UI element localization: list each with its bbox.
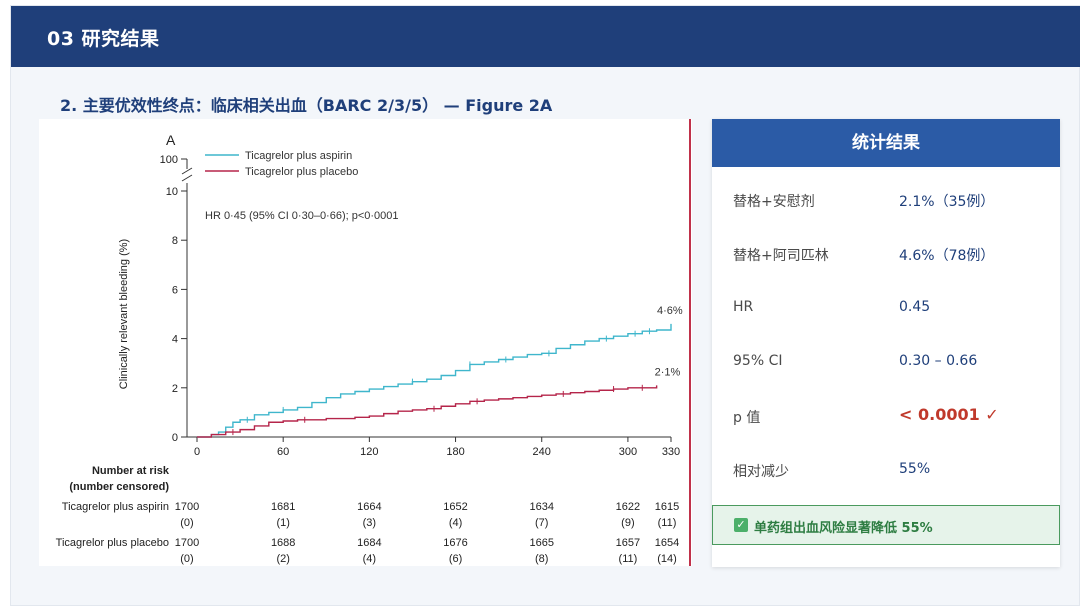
y-tick-label: 8 <box>172 235 178 247</box>
x-tick-label: 180 <box>446 446 464 458</box>
x-tick-label: 60 <box>277 446 289 458</box>
conclusion-box: ✓ 单药组出血风险显著降低 55% <box>712 505 1060 545</box>
x-tick-label: 330 <box>662 446 680 458</box>
stat-value: 0.30 – 0.66 <box>899 353 978 369</box>
risk-row-label: Ticagrelor plus aspirin <box>62 501 169 513</box>
risk-censored-value: (14) <box>657 553 677 565</box>
risk-at-risk-value: 1684 <box>357 537 381 549</box>
risk-at-risk-value: 1665 <box>529 537 553 549</box>
x-tick-label: 120 <box>360 446 378 458</box>
risk-censored-value: (8) <box>535 553 548 565</box>
legend-label: Ticagrelor plus aspirin <box>245 150 352 162</box>
risk-at-risk-value: 1657 <box>616 537 640 549</box>
risk-censored-value: (4) <box>449 517 462 529</box>
y-tick-label: 10 <box>166 186 178 198</box>
risk-at-risk-value: 1700 <box>175 537 199 549</box>
risk-at-risk-value: 1615 <box>655 501 679 513</box>
risk-at-risk-value: 1654 <box>655 537 679 549</box>
risk-at-risk-value: 1676 <box>443 537 467 549</box>
risk-at-risk-value: 1700 <box>175 501 199 513</box>
section-title: 03 研究结果 <box>47 28 160 50</box>
y-tick-label: 2 <box>172 383 178 395</box>
stat-value: 4.6%（78例） <box>899 248 995 264</box>
section-header: 03 研究结果 <box>11 6 1080 67</box>
stat-label: 相对减少 <box>733 464 789 480</box>
stat-value: 2.1%（35例） <box>899 194 995 210</box>
stat-row-aspirin: 替格+阿司匹林 4.6%（78例） <box>712 239 1060 269</box>
hr-annotation: HR 0·45 (95% CI 0·30–0·66); p<0·0001 <box>205 210 399 222</box>
chart-panel: A 0 2 4 6 8 10 100 0 60 120 180 240 300 330 Clinically … <box>39 119 692 566</box>
stat-label: HR <box>733 299 754 315</box>
stat-value: 0.45 <box>899 299 931 315</box>
y-tick-label: 6 <box>172 284 178 296</box>
risk-censored-value: (7) <box>535 517 548 529</box>
series-line-aspirin <box>197 323 672 438</box>
x-tick-label: 240 <box>533 446 551 458</box>
stat-row-placebo: 替格+安慰剂 2.1%（35例） <box>712 185 1060 215</box>
y-tick-label: 4 <box>172 334 178 346</box>
risk-table-subtitle: (number censored) <box>69 481 169 493</box>
stat-label: p 值 <box>733 410 761 426</box>
y-tick-label: 100 <box>160 154 178 166</box>
risk-at-risk-value: 1622 <box>616 501 640 513</box>
risk-censored-value: (11) <box>619 553 638 565</box>
risk-censored-value: (6) <box>449 553 462 565</box>
panel-label: A <box>166 132 176 148</box>
stats-header: 统计结果 <box>712 119 1060 167</box>
x-tick-label: 300 <box>619 446 637 458</box>
risk-censored-value: (4) <box>363 553 376 565</box>
risk-censored-value: (11) <box>658 517 677 529</box>
axis-break-mark <box>181 167 193 175</box>
risk-censored-value: (3) <box>363 517 376 529</box>
risk-at-risk-value: 1652 <box>443 501 467 513</box>
risk-censored-value: (1) <box>276 517 289 529</box>
y-axis-label: Clinically relevant bleeding (%) <box>118 239 130 389</box>
series-end-label: 4·6% <box>657 305 683 317</box>
risk-censored-value: (0) <box>180 553 193 565</box>
risk-at-risk-value: 1688 <box>271 537 295 549</box>
risk-at-risk-value: 1664 <box>357 501 381 513</box>
stat-row-hr: HR 0.45 <box>712 293 1060 323</box>
risk-at-risk-value: 1634 <box>529 501 553 513</box>
conclusion-text: 单药组出血风险显著降低 55% <box>754 521 933 536</box>
stat-label: 替格+安慰剂 <box>733 194 815 210</box>
stat-row-p: p 值 < 0.0001 ✓ <box>712 401 1060 431</box>
slide: 03 研究结果 2. 主要优效性终点：临床相关出血（BARC 2/3/5） — … <box>10 5 1080 606</box>
risk-at-risk-value: 1681 <box>271 501 295 513</box>
checkbox-icon: ✓ <box>734 518 748 532</box>
panel-divider <box>689 119 691 566</box>
stat-label: 替格+阿司匹林 <box>733 248 829 264</box>
stats-card: 统计结果 替格+安慰剂 2.1%（35例） 替格+阿司匹林 4.6%（78例） … <box>712 119 1060 567</box>
risk-censored-value: (0) <box>180 517 193 529</box>
risk-censored-value: (9) <box>621 517 634 529</box>
x-tick-label: 0 <box>194 446 200 458</box>
km-chart: A 0 2 4 6 8 10 100 0 60 120 180 240 300 330 Clinically … <box>56 132 683 565</box>
p-value: < 0.0001 ✓ <box>899 405 999 424</box>
stat-value: 55% <box>899 461 931 477</box>
figure-subtitle: 2. 主要优效性终点：临床相关出血（BARC 2/3/5） — Figure 2… <box>60 96 553 115</box>
risk-table-title: Number at risk <box>92 465 170 477</box>
y-tick-label: 0 <box>172 432 178 444</box>
series-end-label: 2·1% <box>655 366 681 378</box>
axis-break-mark <box>181 174 193 182</box>
legend-label: Ticagrelor plus placebo <box>245 166 358 178</box>
stat-row-ci: 95% CI 0.30 – 0.66 <box>712 347 1060 377</box>
series-line-placebo <box>197 385 658 438</box>
stat-row-rrr: 相对减少 55% <box>712 455 1060 485</box>
stat-label: 95% CI <box>733 353 783 369</box>
risk-row-label: Ticagrelor plus placebo <box>56 537 169 549</box>
risk-censored-value: (2) <box>276 553 289 565</box>
